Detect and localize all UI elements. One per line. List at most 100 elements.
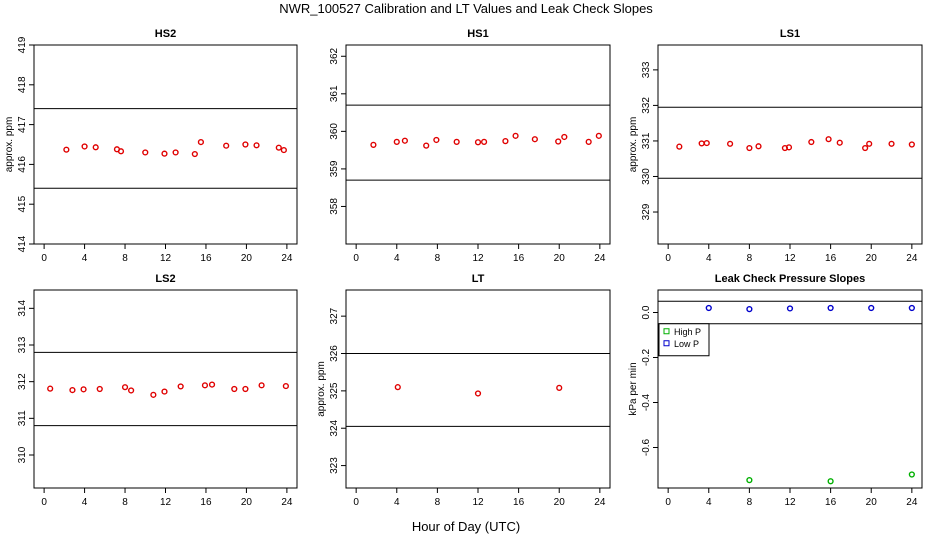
- y-tick-label: 418: [17, 76, 28, 93]
- x-tick-label: 12: [160, 253, 172, 264]
- x-tick-label: 12: [472, 253, 484, 264]
- y-tick-label: 312: [17, 373, 28, 390]
- x-tick-label: 16: [200, 253, 212, 264]
- panel-title: LT: [472, 273, 485, 285]
- data-point: [786, 305, 794, 312]
- y-tick-label: -0.6: [641, 438, 652, 456]
- data-point: [242, 141, 249, 148]
- x-tick-label: 16: [825, 253, 837, 264]
- data-point: [172, 149, 179, 156]
- x-tick-label: 4: [394, 253, 400, 264]
- data-point: [177, 383, 184, 390]
- data-point: [453, 138, 460, 145]
- panel-title: Leak Check Pressure Slopes: [715, 273, 865, 285]
- data-point: [698, 140, 705, 147]
- y-tick-label: 419: [17, 36, 28, 53]
- data-point: [836, 139, 843, 146]
- data-point: [726, 140, 734, 147]
- y-tick-label: 310: [17, 446, 28, 463]
- x-tick-label: 4: [82, 497, 88, 508]
- data-point: [808, 138, 815, 146]
- data-point: [423, 142, 430, 149]
- data-point: [827, 304, 834, 312]
- y-tick-label: 329: [641, 203, 652, 220]
- legend-label: Low P: [674, 339, 699, 349]
- x-tick-label: 4: [706, 253, 712, 264]
- legend-swatch: [663, 340, 670, 347]
- y-tick-label: 333: [641, 61, 652, 78]
- data-point: [282, 382, 289, 390]
- y-tick-label: 358: [329, 198, 340, 215]
- x-tick-label: 8: [122, 497, 128, 508]
- y-tick-label: -0.2: [641, 348, 652, 366]
- data-point: [474, 390, 482, 397]
- chart-panel: LT approx. ppm 0 4 8 12 16 20 24 323 324 325 326 327: [316, 273, 611, 508]
- data-point: [703, 139, 710, 147]
- data-point: [585, 138, 592, 145]
- x-tick-label: 0: [353, 253, 359, 264]
- x-tick-label: 0: [41, 497, 47, 508]
- y-tick-label: 314: [17, 300, 28, 317]
- x-tick-label: 20: [241, 497, 253, 508]
- data-point: [868, 304, 875, 312]
- y-tick-label: 0.0: [641, 305, 652, 319]
- panel-title: LS1: [780, 28, 800, 40]
- x-tick-label: 16: [513, 497, 525, 508]
- data-point: [561, 133, 568, 141]
- data-point: [253, 142, 260, 149]
- figure-xlabel: Hour of Day (UTC): [412, 519, 520, 534]
- y-tick-label: -0.4: [641, 393, 652, 411]
- data-point: [755, 143, 762, 150]
- panel-title: HS1: [467, 28, 488, 40]
- x-tick-label: 24: [906, 253, 918, 264]
- x-tick-label: 24: [281, 497, 293, 508]
- chart-panel: HS1 0 4 8 12 16 20 24 358 359 360 361 362: [329, 28, 611, 264]
- data-point: [197, 139, 205, 146]
- y-axis-label: approx. ppm: [4, 117, 15, 173]
- data-point: [746, 477, 753, 484]
- x-tick-label: 4: [394, 497, 400, 508]
- data-point: [370, 141, 377, 148]
- y-tick-label: 360: [329, 123, 340, 140]
- data-point: [908, 471, 915, 478]
- data-point: [128, 387, 135, 394]
- data-point: [746, 306, 753, 313]
- x-tick-label: 16: [825, 497, 837, 508]
- chart-panel: Leak Check Pressure Slopes kPa per min 0 4 8…: [628, 273, 923, 508]
- data-point: [92, 144, 99, 151]
- data-point: [191, 150, 198, 158]
- x-tick-label: 24: [594, 497, 606, 508]
- data-point: [275, 144, 282, 151]
- plot-frame: [345, 289, 611, 489]
- plot-frame: [657, 289, 923, 489]
- y-tick-label: 332: [641, 97, 652, 114]
- data-point: [827, 478, 834, 485]
- data-point: [121, 384, 129, 391]
- y-tick-label: 323: [329, 457, 340, 474]
- data-point: [393, 138, 400, 145]
- panel-title: HS2: [155, 28, 176, 40]
- y-tick-label: 331: [641, 132, 652, 149]
- data-point: [908, 141, 915, 148]
- data-point: [69, 387, 76, 394]
- x-tick-label: 20: [554, 253, 566, 264]
- x-tick-label: 12: [784, 253, 796, 264]
- x-tick-label: 0: [353, 497, 359, 508]
- x-tick-label: 4: [706, 497, 712, 508]
- y-tick-label: 417: [17, 116, 28, 133]
- figure-title: NWR_100527 Calibration and LT Values and…: [279, 1, 653, 16]
- data-point: [161, 150, 168, 157]
- y-tick-label: 325: [329, 382, 340, 399]
- data-point: [96, 385, 103, 393]
- panel-title: LS2: [155, 273, 175, 285]
- data-point: [474, 139, 482, 146]
- y-tick-label: 416: [17, 156, 28, 173]
- data-point: [81, 143, 88, 150]
- y-tick-label: 311: [17, 410, 28, 426]
- data-point: [908, 304, 915, 312]
- y-tick-label: 361: [329, 85, 340, 102]
- data-point: [117, 148, 125, 155]
- data-point: [705, 304, 712, 312]
